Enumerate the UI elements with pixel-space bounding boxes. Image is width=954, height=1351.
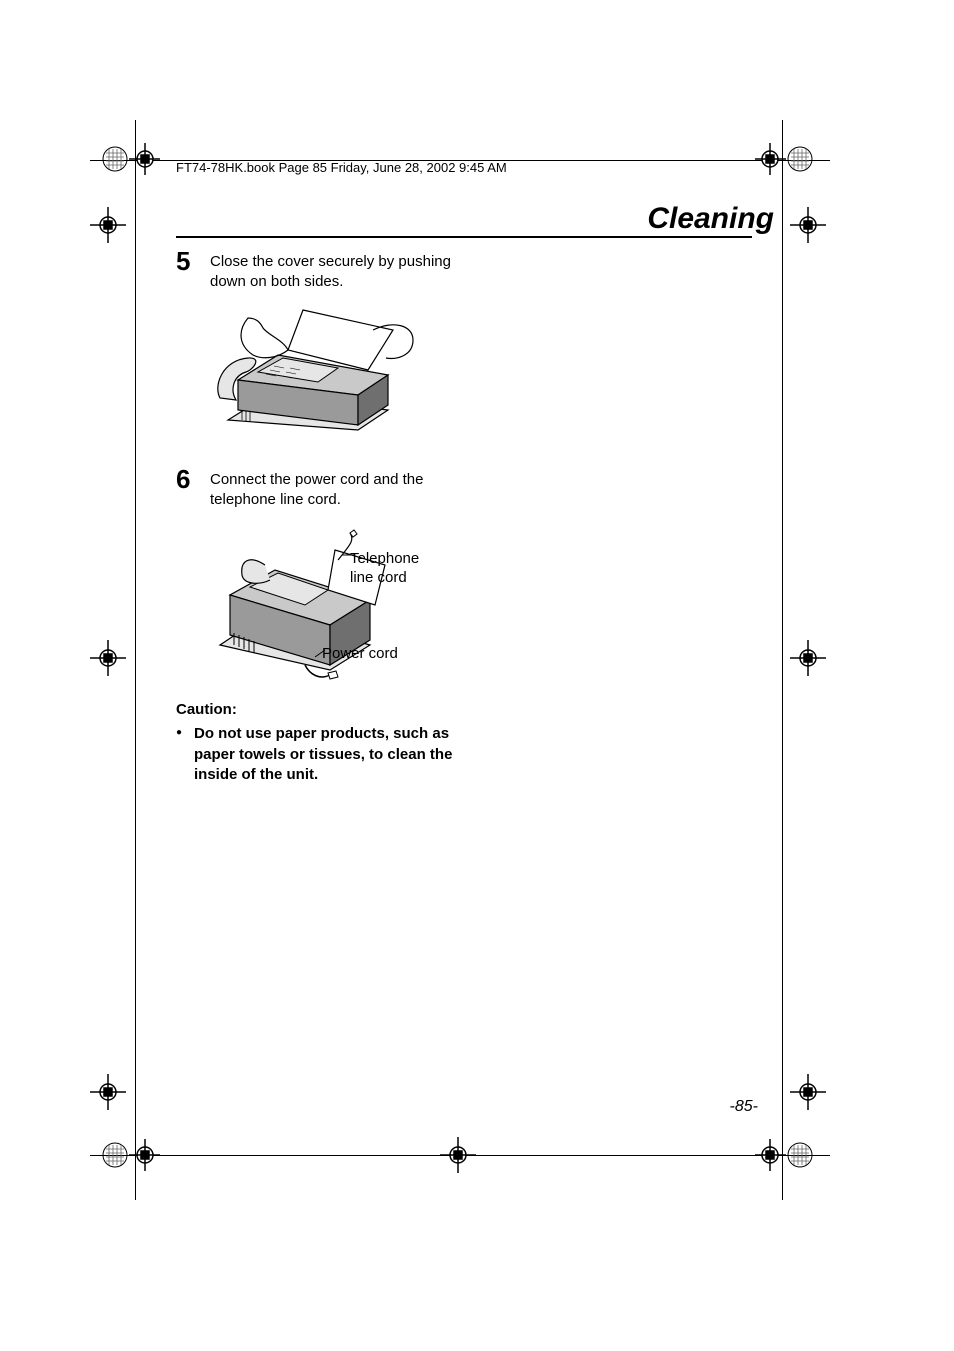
registration-mark-icon	[755, 1125, 815, 1185]
step-6: 6 Connect the power cord and the telepho…	[176, 470, 476, 511]
callout-power-cord: Power cord	[322, 645, 398, 664]
step-text: Close the cover securely by pushing down…	[210, 252, 476, 293]
registration-mark-icon	[755, 129, 815, 189]
registration-crosshair-icon	[78, 628, 138, 688]
step-number: 5	[176, 246, 190, 277]
callout-telephone-line-cord: Telephone line cord	[350, 550, 419, 588]
fax-close-cover-illustration	[208, 300, 418, 450]
caution-heading: Caution:	[176, 700, 456, 720]
running-head: FT74-78HK.book Page 85 Friday, June 28, …	[176, 160, 507, 175]
callout-line2: line cord	[350, 569, 419, 588]
page-number: -85-	[730, 1098, 758, 1116]
registration-mark-icon	[100, 129, 160, 189]
registration-crosshair-icon	[778, 628, 838, 688]
registration-crosshair-icon	[778, 1062, 838, 1122]
callout-line1: Telephone	[350, 550, 419, 569]
document-page: FT74-78HK.book Page 85 Friday, June 28, …	[0, 0, 954, 1351]
caution-block: Caution: Do not use paper products, such…	[176, 700, 456, 785]
section-title: Cleaning	[647, 202, 774, 236]
step-number: 6	[176, 464, 190, 495]
registration-crosshair-icon	[78, 195, 138, 255]
title-rule	[176, 236, 752, 238]
caution-bullet: Do not use paper products, such as paper…	[176, 724, 456, 785]
registration-crosshair-icon	[778, 195, 838, 255]
step-5: 5 Close the cover securely by pushing do…	[176, 252, 476, 293]
step-text: Connect the power cord and the telephone…	[210, 470, 476, 511]
registration-mark-icon	[100, 1125, 160, 1185]
registration-crosshair-icon	[78, 1062, 138, 1122]
registration-crosshair-icon	[428, 1125, 488, 1185]
